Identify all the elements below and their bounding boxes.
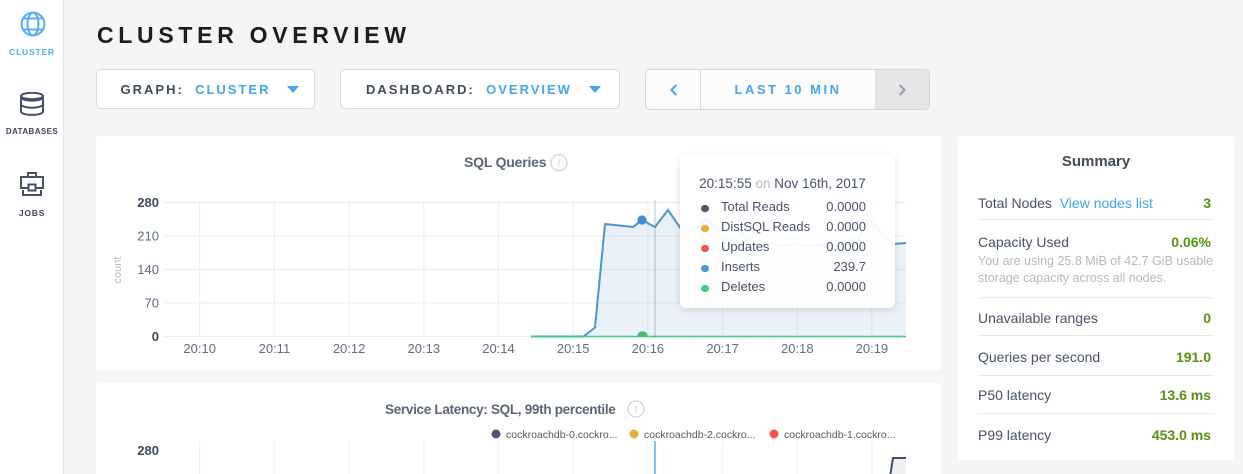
svg-text:20:10: 20:10: [183, 341, 216, 356]
svg-text:20:14: 20:14: [482, 341, 515, 356]
svg-text:cockroachdb-0.cockro...: cockroachdb-0.cockro...: [506, 429, 617, 441]
svg-text:20:16: 20:16: [632, 341, 665, 356]
svg-text:20:17: 20:17: [706, 341, 739, 356]
svg-text:cockroachdb-1.cockro...: cockroachdb-1.cockro...: [784, 429, 895, 441]
svg-text:SQL Queries: SQL Queries: [464, 154, 547, 170]
svg-text:!: !: [557, 158, 560, 170]
svg-text:20:12: 20:12: [333, 341, 366, 356]
svg-text:210: 210: [137, 229, 159, 244]
svg-text:count: count: [112, 257, 124, 284]
svg-text:20:19: 20:19: [856, 341, 889, 356]
svg-text:20:18: 20:18: [781, 341, 814, 356]
svg-text:cockroachdb-2.cockro...: cockroachdb-2.cockro...: [644, 429, 755, 441]
svg-text:280: 280: [137, 443, 159, 458]
svg-text:Service Latency: SQL, 99th per: Service Latency: SQL, 99th percentile: [385, 402, 616, 417]
svg-text:140: 140: [137, 262, 159, 277]
svg-text:20:13: 20:13: [408, 341, 441, 356]
svg-text:20:11: 20:11: [259, 341, 291, 356]
svg-text:280: 280: [137, 195, 159, 210]
svg-text:!: !: [634, 404, 637, 416]
svg-text:0: 0: [152, 329, 159, 344]
svg-text:20:15: 20:15: [557, 341, 590, 356]
svg-text:70: 70: [145, 296, 159, 311]
